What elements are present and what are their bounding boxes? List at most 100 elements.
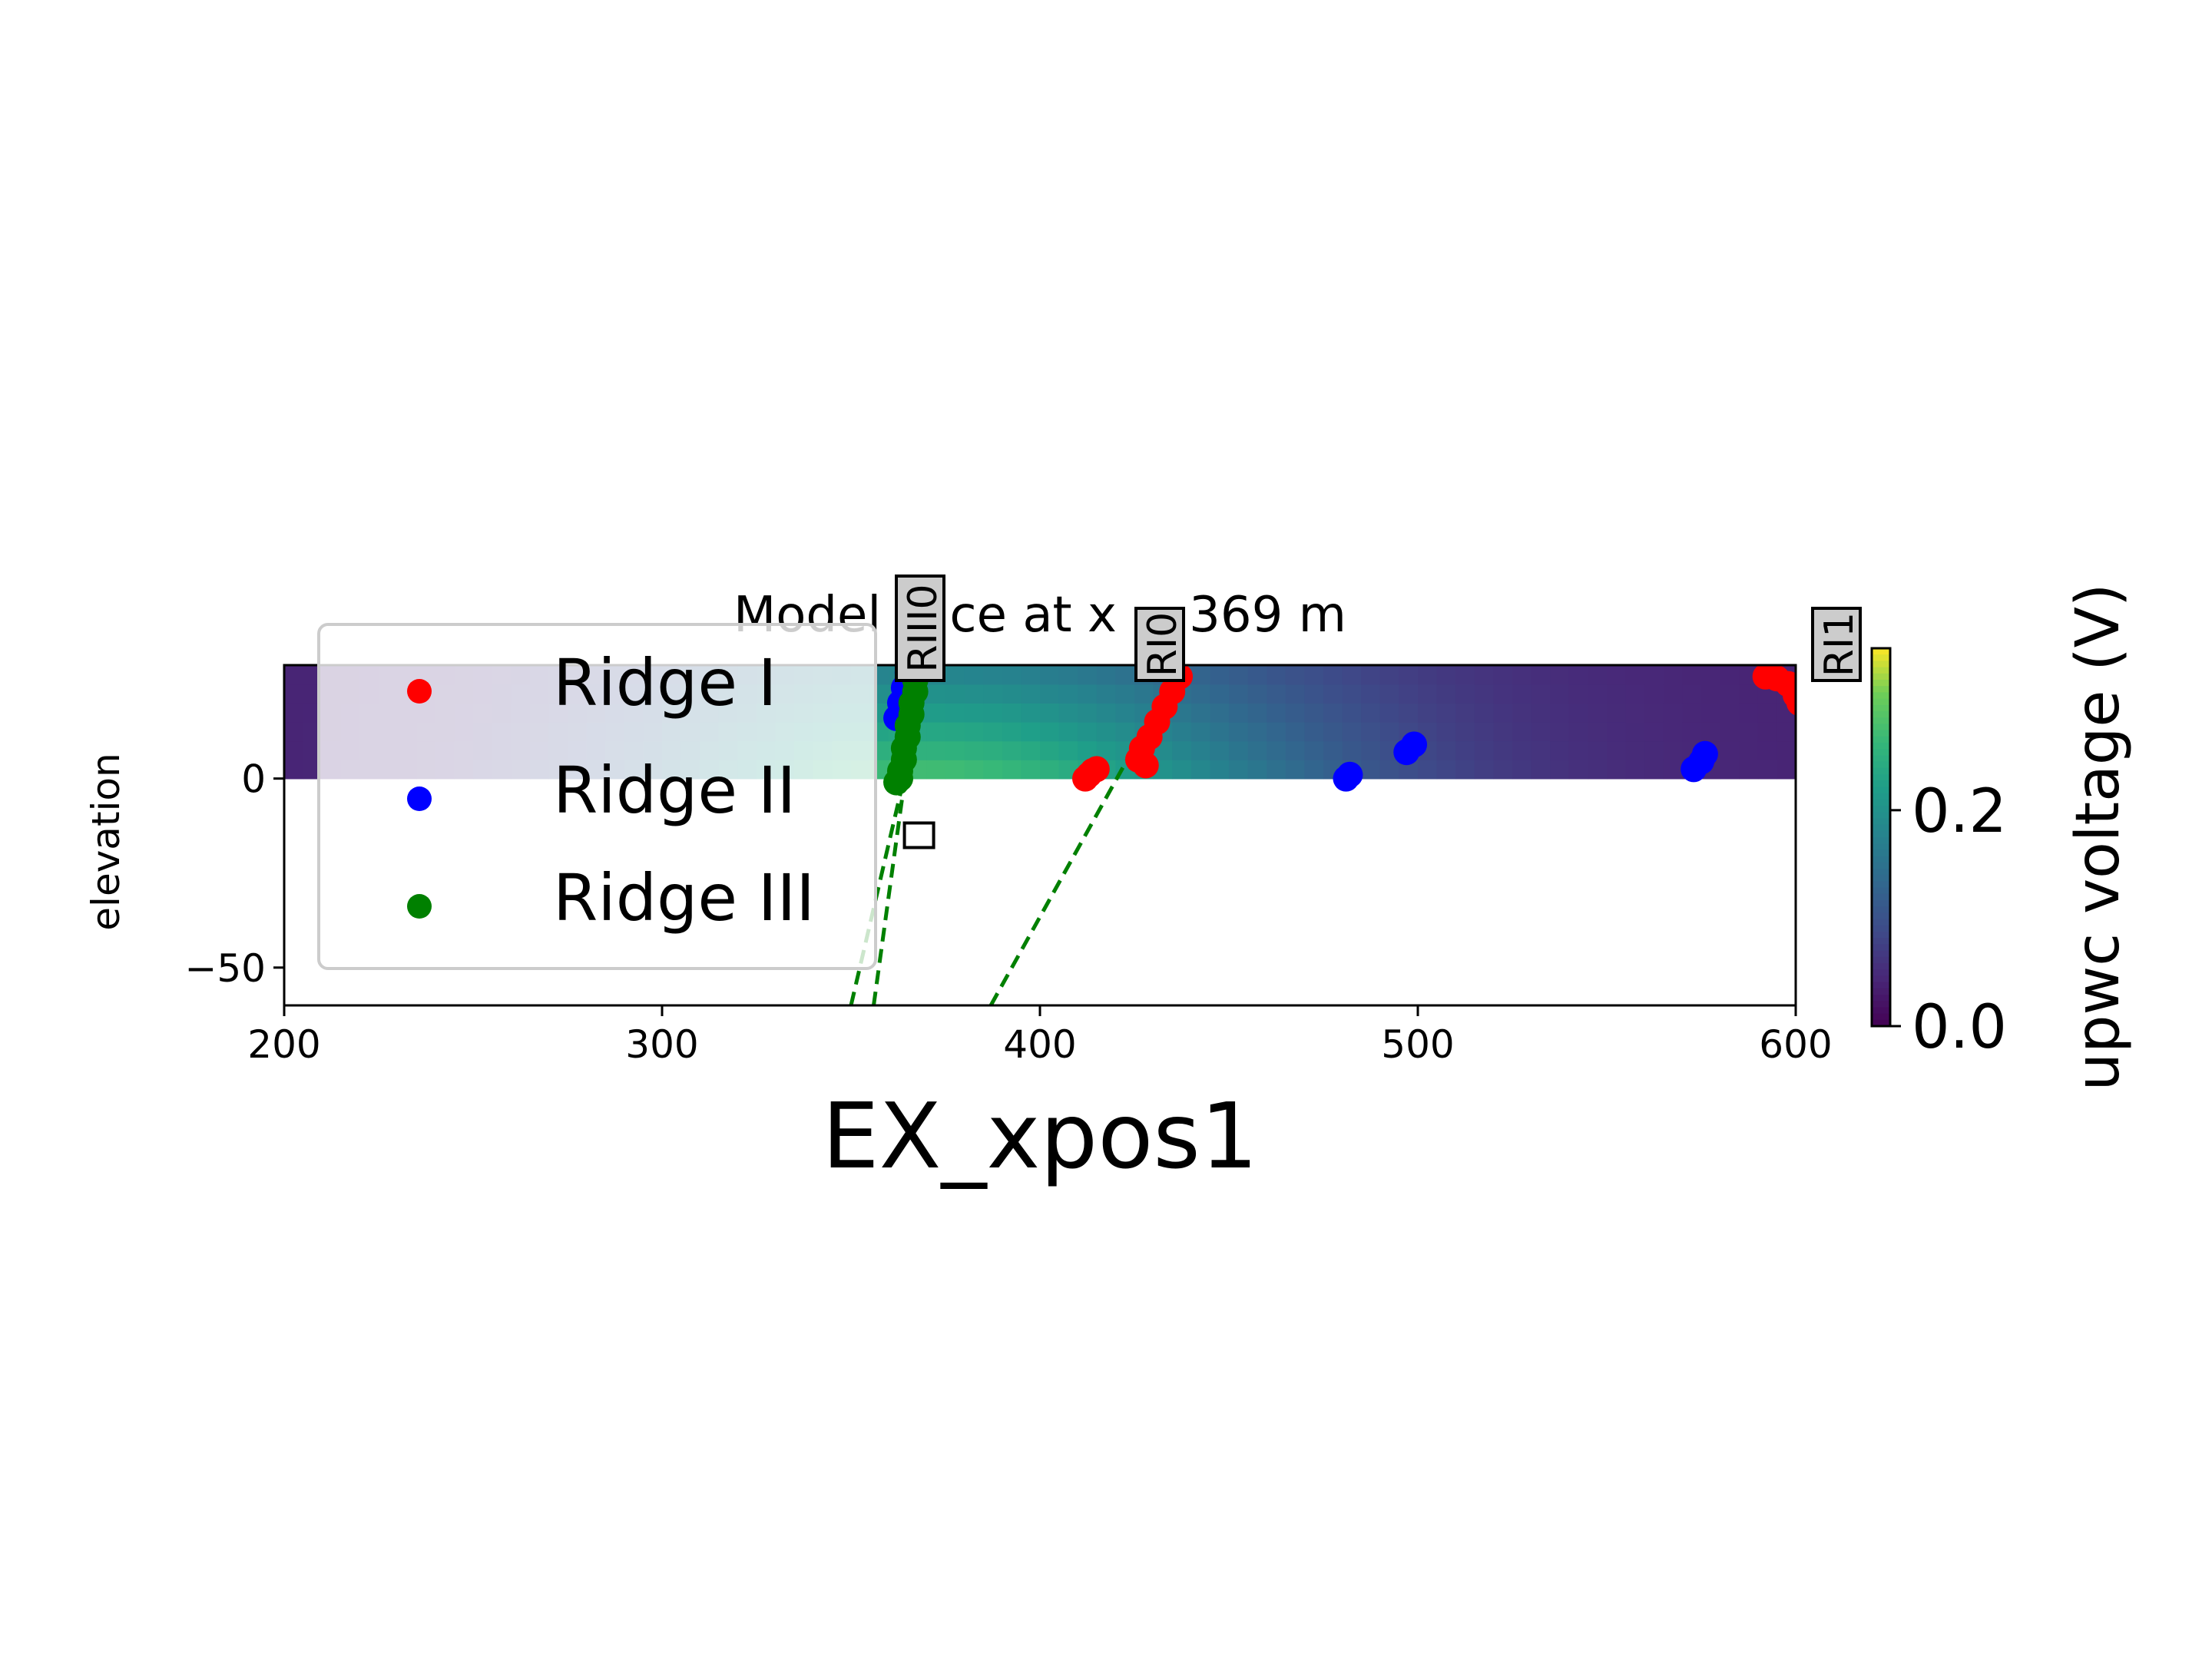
label-box-riii0-text: RIII0 bbox=[900, 584, 946, 672]
heatmap-cell bbox=[1455, 740, 1475, 760]
heatmap-cell bbox=[1474, 703, 1495, 723]
heatmap-cell bbox=[1021, 740, 1041, 760]
heatmap-cell bbox=[1436, 684, 1456, 704]
heatmap-cell bbox=[1285, 740, 1306, 760]
heatmap-cell bbox=[945, 684, 965, 704]
heatmap-cell bbox=[983, 740, 1003, 760]
heatmap-cell bbox=[1588, 665, 1608, 685]
heatmap-cell bbox=[1361, 721, 1381, 742]
heatmap-cell bbox=[1229, 684, 1249, 704]
heatmap-cell bbox=[1399, 703, 1419, 723]
heatmap-cell bbox=[1550, 740, 1570, 760]
colorbar-cell bbox=[1872, 893, 1890, 901]
heatmap-cell bbox=[1531, 760, 1551, 780]
y-axis: 0 −50 bbox=[184, 757, 284, 991]
colorbar-cell bbox=[1872, 975, 1890, 983]
heatmap-cell bbox=[1002, 665, 1022, 685]
colorbar-cell bbox=[1872, 950, 1890, 958]
heatmap-cell bbox=[1379, 760, 1400, 780]
heatmap-cell bbox=[1172, 760, 1192, 780]
heatmap-cell bbox=[1512, 760, 1532, 780]
heatmap-cell bbox=[1379, 665, 1400, 685]
heatmap-cell bbox=[1474, 684, 1495, 704]
heatmap-cell bbox=[1625, 665, 1645, 685]
heatmap-cell bbox=[1512, 703, 1532, 723]
heatmap-cell bbox=[1361, 740, 1381, 760]
x-axis: 200 300 400 500 600 bbox=[247, 1005, 1833, 1067]
heatmap-cell bbox=[1757, 760, 1778, 780]
heatmap-cell bbox=[1493, 703, 1513, 723]
heatmap-cell bbox=[1342, 665, 1362, 685]
colorbar-cell bbox=[1872, 704, 1890, 712]
heatmap-cell bbox=[1040, 721, 1060, 742]
heatmap-cell bbox=[1229, 665, 1249, 685]
heatmap-cell bbox=[1247, 684, 1267, 704]
heatmap-cell bbox=[284, 684, 304, 704]
heatmap-cell bbox=[1474, 721, 1495, 742]
heatmap-cell bbox=[926, 721, 946, 742]
legend-label-ridge-iii: Ridge III bbox=[553, 860, 815, 935]
heatmap-cell bbox=[1568, 665, 1589, 685]
heatmap-cell bbox=[1285, 721, 1306, 742]
data-point bbox=[1401, 731, 1428, 758]
heatmap-cell bbox=[1190, 721, 1211, 742]
heatmap-cell bbox=[1304, 721, 1324, 742]
heatmap-cell bbox=[1644, 740, 1664, 760]
heatmap-cell bbox=[1229, 760, 1249, 780]
heatmap-cell bbox=[1078, 684, 1098, 704]
colorbar-cell bbox=[1872, 654, 1890, 662]
colorbar-cell bbox=[1872, 944, 1890, 952]
heatmap-cell bbox=[1436, 665, 1456, 685]
legend-frame bbox=[317, 623, 877, 970]
heatmap-cell bbox=[1304, 760, 1324, 780]
colorbar-cell bbox=[1872, 919, 1890, 926]
heatmap-cell bbox=[1436, 721, 1456, 742]
colorbar-frame bbox=[1870, 647, 1892, 1028]
legend-label-ridge-i: Ridge I bbox=[553, 645, 777, 720]
heatmap-cell bbox=[1379, 721, 1400, 742]
colorbar-cell bbox=[1872, 736, 1890, 743]
heatmap-cell bbox=[1550, 665, 1570, 685]
heatmap-cell bbox=[1607, 721, 1627, 742]
colorbar-cell bbox=[1872, 780, 1890, 788]
legend-item-ridge-i: Ridge I bbox=[407, 645, 777, 720]
heatmap-cell bbox=[1701, 721, 1721, 742]
heatmap-cell bbox=[1720, 721, 1740, 742]
colorbar-cell bbox=[1872, 812, 1890, 820]
heatmap-cell bbox=[1285, 760, 1306, 780]
colorbar-cell bbox=[1872, 862, 1890, 869]
heatmap-cell bbox=[1418, 684, 1438, 704]
colorbar-cell bbox=[1872, 730, 1890, 737]
heatmap-cell bbox=[1493, 721, 1513, 742]
colorbar-ticks: 0.0 0.2 bbox=[1890, 777, 2007, 1062]
heatmap-cell bbox=[1757, 740, 1778, 760]
heatmap-cell bbox=[1304, 665, 1324, 685]
heatmap-cell bbox=[964, 684, 984, 704]
heatmap-cell bbox=[1607, 665, 1627, 685]
heatmap-cell bbox=[1058, 665, 1078, 685]
heatmap-cell bbox=[1550, 684, 1570, 704]
colorbar-cell bbox=[1872, 774, 1890, 781]
colorbar-cell bbox=[1872, 912, 1890, 920]
heatmap-cell bbox=[945, 665, 965, 685]
y-tick-label: −50 bbox=[184, 946, 266, 991]
heatmap-cell bbox=[1531, 703, 1551, 723]
heatmap-cell bbox=[284, 740, 304, 760]
heatmap-cell bbox=[983, 703, 1003, 723]
heatmap-cell bbox=[1040, 760, 1060, 780]
heatmap-cell bbox=[1247, 760, 1267, 780]
heatmap-cell bbox=[1493, 740, 1513, 760]
heatmap-cell bbox=[1399, 684, 1419, 704]
heatmap-cell bbox=[964, 703, 984, 723]
heatmap-cell bbox=[1285, 703, 1306, 723]
heatmap-cell bbox=[284, 665, 304, 685]
heatmap-cell bbox=[1663, 684, 1684, 704]
label-box-ri1: RI1 bbox=[1811, 607, 1863, 682]
heatmap-cell bbox=[1739, 684, 1759, 704]
heatmap-cell bbox=[1078, 665, 1098, 685]
heatmap-cell bbox=[1568, 684, 1589, 704]
heatmap-cell bbox=[1682, 703, 1702, 723]
heatmap-cell bbox=[1418, 703, 1438, 723]
heatmap-cell bbox=[983, 665, 1003, 685]
